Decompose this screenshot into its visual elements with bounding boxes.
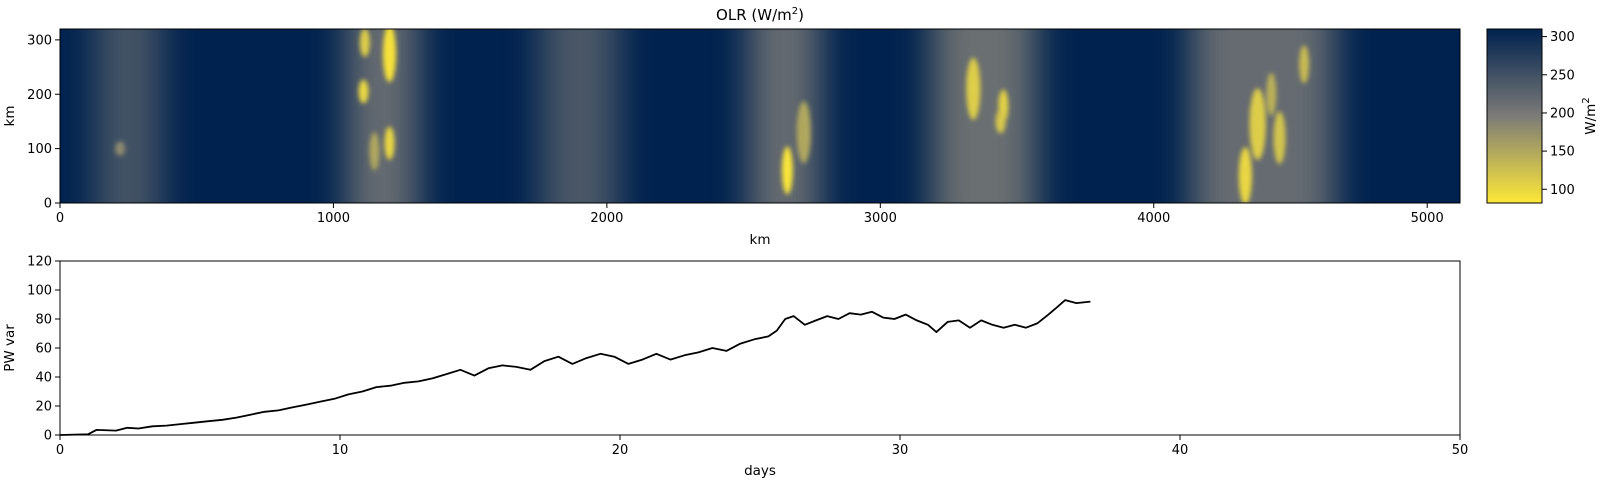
colorbar: 100 150 200 250 300 W/m2 <box>1486 28 1599 204</box>
heatmap-convective-cores <box>115 29 1310 203</box>
x-tick-label: 2000 <box>590 211 623 226</box>
y-tick-label: 100 <box>27 284 52 299</box>
convective-core <box>1249 88 1266 161</box>
colorbar-tick-label: 150 <box>1550 145 1575 160</box>
y-tick-label: 200 <box>27 88 52 103</box>
line-plot-frame <box>59 260 1461 436</box>
y-tick-label: 60 <box>35 342 52 357</box>
convective-core <box>384 126 395 160</box>
convective-core <box>1273 111 1286 165</box>
y-tick-label: 120 <box>27 255 52 270</box>
convective-band <box>932 29 1037 203</box>
x-tick-label: 0 <box>56 443 64 458</box>
y-tick-label: 100 <box>27 142 52 157</box>
convective-band <box>95 29 162 203</box>
pw-var-series-line <box>59 299 1091 436</box>
heatmap-convective-bands <box>95 29 1335 203</box>
y-tick-label: 300 <box>27 33 52 48</box>
x-tick-label: 1000 <box>317 211 350 226</box>
colorbar-tick-label: 200 <box>1550 106 1575 121</box>
heatmap-title: OLR (W/m2) <box>716 6 804 24</box>
heatmap-y-ticks: 0 100 200 300 <box>27 33 60 212</box>
convective-core <box>796 101 811 164</box>
convective-core <box>781 146 793 195</box>
y-tick-label: 0 <box>44 429 52 444</box>
x-tick-label: 0 <box>56 211 64 226</box>
convective-core <box>1299 45 1310 84</box>
line-x-ticks: 0 10 20 30 40 50 <box>56 435 1468 458</box>
x-tick-label: 40 <box>1172 443 1189 458</box>
convective-core <box>358 79 369 104</box>
y-tick-label: 80 <box>35 313 52 328</box>
x-tick-label: 4000 <box>1137 211 1170 226</box>
y-tick-label: 0 <box>44 197 52 212</box>
colorbar-tick-label: 250 <box>1550 68 1575 83</box>
y-tick-label: 40 <box>35 371 52 386</box>
colorbar-tick-label: 300 <box>1550 30 1575 45</box>
convective-core <box>359 29 370 57</box>
x-tick-label: 50 <box>1452 443 1469 458</box>
convective-band <box>347 29 419 203</box>
line-xlabel: days <box>744 463 776 479</box>
y-tick-label: 20 <box>35 400 52 415</box>
heatmap-title-sup: 2 <box>792 6 798 17</box>
heatmap-ylabel: km <box>2 106 18 127</box>
colorbar-label: W/m2 <box>1581 97 1599 134</box>
line-y-ticks: 0 20 40 60 80 100 120 <box>27 255 60 444</box>
convective-core <box>115 141 126 156</box>
heatmap-x-ticks: 0 1000 2000 3000 4000 5000 <box>56 203 1444 226</box>
heatmap-frame <box>59 28 1461 204</box>
x-tick-label: 20 <box>612 443 629 458</box>
colorbar-label-sup: 2 <box>1581 97 1592 103</box>
convective-band <box>541 29 618 203</box>
line-ylabel: PW var <box>2 324 18 372</box>
heatmap-title-close: ) <box>798 6 804 24</box>
heatmap-panel: OLR (W/m2) 0 1000 2000 3000 4000 5000 0 100 200… <box>2 6 1461 248</box>
convective-core <box>369 132 380 171</box>
x-tick-label: 30 <box>892 443 909 458</box>
x-tick-label: 10 <box>332 443 349 458</box>
colorbar-gradient <box>1486 28 1543 204</box>
x-tick-label: 5000 <box>1411 211 1444 226</box>
colorbar-label-text: W/m <box>1583 104 1599 135</box>
heatmap-title-text: OLR (W/m <box>716 6 792 24</box>
colorbar-ticks: 100 150 200 250 300 <box>1542 30 1575 198</box>
convective-core <box>1238 147 1252 203</box>
heatmap-xlabel: km <box>750 232 771 248</box>
convective-core <box>382 29 397 83</box>
x-tick-label: 3000 <box>864 211 897 226</box>
colorbar-tick-label: 100 <box>1550 183 1575 198</box>
line-panel: 0 10 20 30 40 50 0 20 40 60 80 100 120 days PW var <box>2 255 1468 480</box>
convective-core <box>995 109 1006 134</box>
convective-core <box>1266 72 1277 116</box>
convective-core <box>966 57 981 120</box>
